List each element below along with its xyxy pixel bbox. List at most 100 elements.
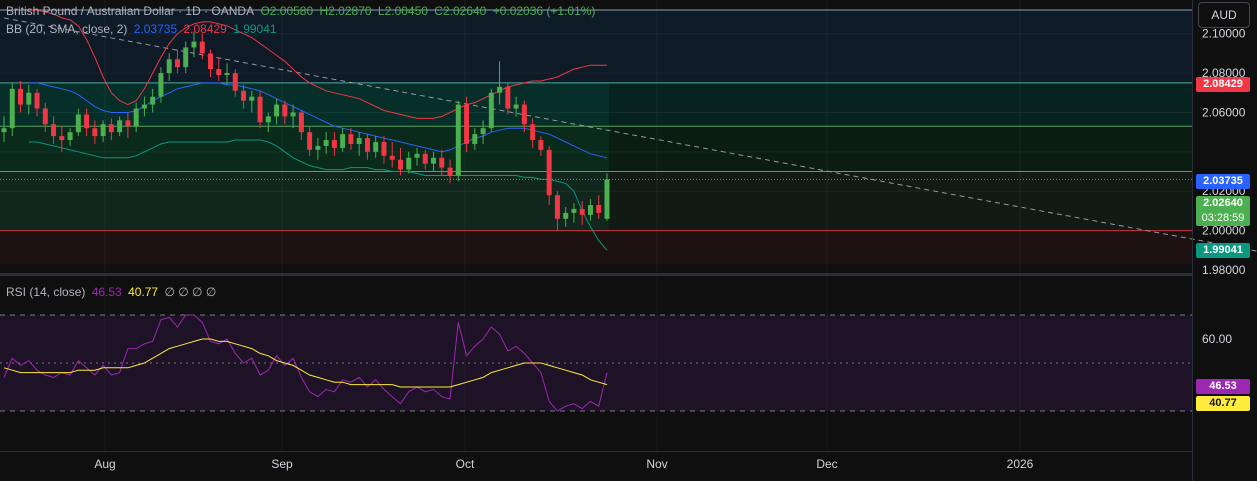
- candle: [455, 100, 461, 182]
- candle: [158, 67, 164, 103]
- candle: [307, 126, 313, 156]
- candle-body: [183, 47, 189, 68]
- candle-body: [117, 120, 123, 133]
- candle: [472, 128, 478, 150]
- candle-body: [75, 114, 81, 133]
- candle-body: [480, 128, 486, 135]
- price-axis-label: 2.06000: [1202, 105, 1246, 119]
- candle: [183, 41, 189, 74]
- candle: [265, 112, 271, 133]
- candle-body: [546, 149, 552, 196]
- candle: [51, 116, 57, 144]
- candle: [257, 90, 263, 129]
- candle-body: [208, 53, 213, 70]
- candle-body: [571, 208, 577, 213]
- candle: [414, 147, 420, 166]
- horizontal-levels: [0, 9, 1192, 232]
- bb-label[interactable]: BB (20, SMA, close, 2): [6, 22, 128, 36]
- candle: [298, 110, 304, 141]
- candle-body: [455, 104, 461, 176]
- candle-body: [241, 90, 247, 101]
- candle-body: [538, 140, 544, 150]
- candle-body: [447, 167, 453, 176]
- time-axis-label: Dec: [816, 457, 837, 471]
- candle: [216, 57, 222, 81]
- candle: [579, 201, 585, 225]
- candle: [150, 88, 156, 113]
- low-value: L2.00450: [377, 4, 428, 18]
- candle-body: [199, 41, 205, 54]
- rsi-ma-line: [3, 338, 608, 388]
- candle: [554, 191, 560, 231]
- rsi-value: 46.53: [91, 285, 122, 299]
- candle: [587, 199, 593, 221]
- price-zone: [0, 82, 1192, 127]
- price-zone: [0, 126, 1192, 172]
- countdown-tag: 03:28:59: [1196, 211, 1250, 226]
- candle: [108, 118, 114, 141]
- pane-separator[interactable]: [0, 273, 1192, 276]
- candle: [174, 49, 180, 74]
- candle-body: [521, 104, 527, 125]
- candle-body: [604, 179, 610, 219]
- candle-body: [364, 138, 370, 152]
- candle: [34, 88, 40, 117]
- candle: [125, 112, 131, 139]
- candle: [92, 120, 98, 144]
- basis-tag: 2.03735: [1196, 174, 1250, 189]
- candle: [166, 53, 172, 81]
- bb-basis-value: 2.03735: [133, 22, 178, 36]
- symbol-title[interactable]: British Pound / Australian Dollar · 1D ·…: [6, 4, 255, 18]
- candle: [208, 49, 213, 78]
- rsi-ma-tag: 40.77: [1196, 396, 1250, 411]
- bb-legend: BB (20, SMA, close, 2) 2.03735 2.08429 1…: [6, 22, 280, 36]
- high-value: H2.02870: [319, 4, 372, 18]
- candle-body: [554, 195, 560, 219]
- candle-body: [216, 69, 222, 76]
- price-axis-label: 1.98000: [1202, 263, 1246, 277]
- lower-band-tag: 1.99041: [1196, 243, 1250, 258]
- price-zone-highlight: [0, 126, 609, 172]
- candle-body: [290, 112, 296, 117]
- open-value: O2.00580: [260, 4, 314, 18]
- candle-body: [389, 155, 395, 160]
- candle-body: [282, 104, 288, 117]
- trendline[interactable]: [3, 17, 1257, 270]
- candle-body: [224, 73, 230, 76]
- candle: [199, 33, 205, 60]
- candle-body: [158, 73, 164, 97]
- candle: [290, 104, 296, 129]
- time-axis[interactable]: Aug Sep Oct Nov Dec 2026: [94, 457, 1033, 471]
- candle-body: [315, 145, 321, 150]
- candle-body: [530, 124, 536, 141]
- currency-button[interactable]: AUD: [1198, 2, 1250, 28]
- candle-body: [579, 208, 585, 215]
- candle-body: [265, 116, 271, 123]
- candle: [100, 120, 106, 142]
- candle-body: [274, 104, 280, 117]
- candle-body: [323, 140, 329, 146]
- candle: [431, 151, 437, 172]
- candle-body: [125, 120, 131, 127]
- candle: [67, 128, 73, 146]
- rsi-axis[interactable]: 60.00: [1202, 332, 1232, 346]
- candle: [191, 31, 197, 58]
- rsi-label[interactable]: RSI (14, close): [6, 285, 86, 299]
- time-axis-label: Aug: [94, 457, 115, 471]
- candle: [274, 98, 280, 125]
- candles: [1, 31, 610, 231]
- candle: [397, 147, 403, 176]
- candle: [439, 149, 445, 176]
- candle-body: [84, 114, 90, 129]
- bb-upper-band: [28, 9, 607, 119]
- candle-body: [513, 104, 519, 109]
- candle: [513, 96, 519, 117]
- time-axis-label: Nov: [646, 457, 667, 471]
- candle-body: [9, 88, 15, 129]
- candle-body: [133, 108, 139, 127]
- candle: [348, 128, 354, 150]
- candle-body: [397, 159, 403, 170]
- candle: [381, 136, 387, 164]
- candle: [340, 128, 346, 152]
